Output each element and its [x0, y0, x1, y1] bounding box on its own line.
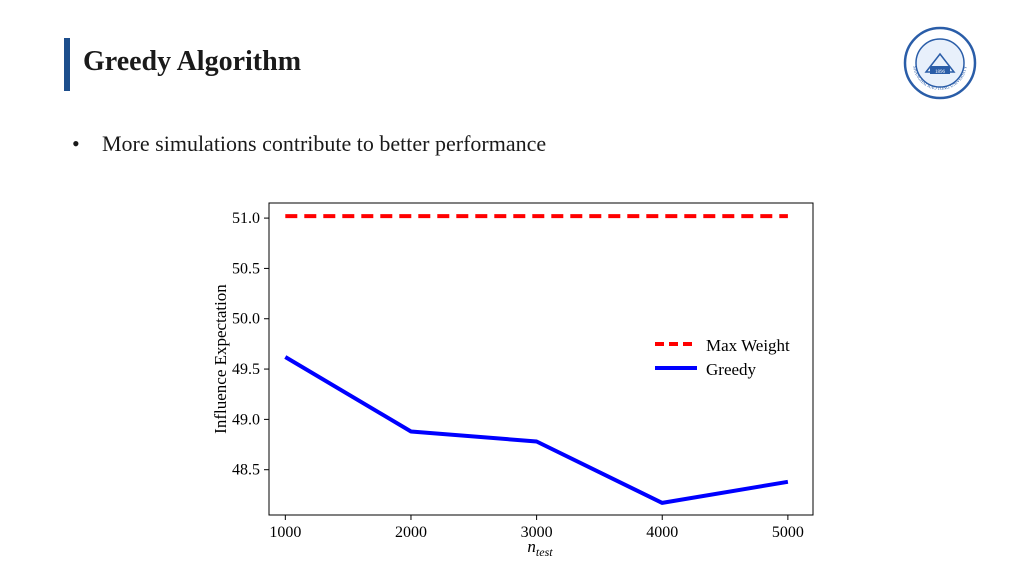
y-axis: 48.5 49.0 49.5 50.0 50.5 51.0 — [232, 210, 269, 479]
x-tick-label: 1000 — [269, 524, 301, 541]
y-tick-label: 50.5 — [232, 260, 260, 277]
y-tick-label: 51.0 — [232, 210, 260, 227]
y-tick-label: 49.0 — [232, 411, 260, 428]
x-axis: 1000 2000 3000 4000 5000 — [269, 515, 804, 541]
y-tick-label: 50.0 — [232, 311, 260, 328]
legend-label-max-weight: Max Weight — [706, 336, 790, 355]
seal-year: 1896 — [935, 70, 946, 75]
y-tick-label: 48.5 — [232, 462, 260, 479]
line-chart: 48.5 49.0 49.5 50.0 50.5 51.0 1000 2000 3000 400… — [211, 202, 814, 559]
x-axis-label: ntest — [527, 537, 553, 559]
bullet-dot-icon: • — [72, 131, 80, 156]
legend-label-greedy: Greedy — [706, 360, 757, 379]
page-title: Greedy Algorithm — [83, 46, 302, 77]
y-axis-label: Influence Expectation — [211, 284, 230, 434]
bullet-text: More simulations contribute to better pe… — [102, 131, 547, 156]
series-line-greedy — [284, 355, 789, 505]
x-tick-label: 2000 — [395, 524, 427, 541]
legend: Max Weight Greedy — [655, 336, 790, 379]
y-tick-label: 49.5 — [232, 361, 260, 378]
bullet-item: • More simulations contribute to better p… — [72, 131, 546, 157]
plot-frame — [268, 202, 814, 516]
x-tick-label: 4000 — [646, 524, 678, 541]
x-tick-label: 3000 — [521, 524, 553, 541]
university-seal-logo: 1896 SHANGHAI JIAO TONG UNIVERSITY — [903, 26, 977, 100]
x-tick-label: 5000 — [772, 524, 804, 541]
title-accent-bar — [64, 38, 70, 91]
